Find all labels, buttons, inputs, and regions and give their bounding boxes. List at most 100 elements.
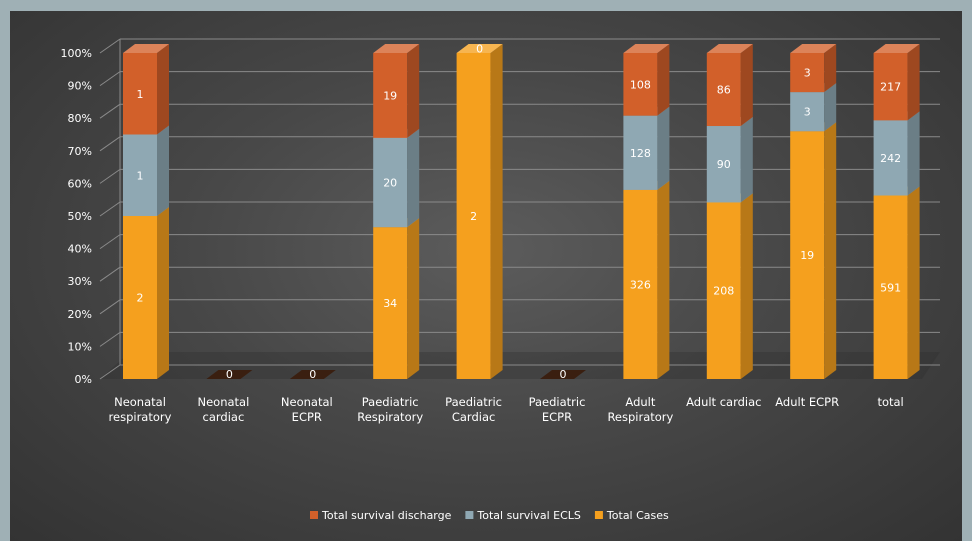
x-tick-label: Adult Respiratory	[607, 395, 673, 424]
legend-swatch	[465, 511, 474, 519]
gridline-diagonal	[99, 201, 121, 217]
bar-side	[157, 207, 169, 379]
bar-side	[157, 125, 169, 216]
gridline-diagonal	[99, 364, 121, 380]
data-label: 0	[226, 368, 233, 381]
data-label: 208	[713, 285, 734, 298]
gridline-diagonal	[99, 331, 121, 347]
bar-side	[407, 218, 420, 379]
x-tick-label: Adult cardiac	[686, 395, 761, 409]
bar-segment	[623, 189, 658, 379]
bar-segment	[123, 53, 157, 135]
x-tick-label: Neonatal respiratory	[109, 395, 172, 424]
legend-swatch	[310, 511, 318, 519]
data-label: 3	[804, 106, 811, 119]
bar-side	[657, 44, 670, 116]
bar-segment	[456, 53, 491, 379]
data-label: 90	[717, 158, 731, 171]
gridline-diagonal	[99, 103, 121, 119]
data-label: 128	[630, 147, 651, 160]
gridline-diagonal	[99, 38, 121, 54]
y-tick-label: 20%	[68, 308, 92, 321]
bar-side	[740, 117, 753, 203]
data-label: 1	[137, 169, 144, 182]
data-label: 0	[309, 368, 316, 381]
y-tick-label: 60%	[68, 177, 92, 190]
x-tick-label: Paediatric Cardiac	[445, 395, 502, 424]
bar-side	[907, 44, 920, 121]
bar-segment	[873, 120, 908, 196]
data-label: 3	[804, 67, 811, 80]
y-tick-label: 10%	[68, 340, 92, 353]
bar-empty	[540, 370, 586, 379]
legend: Total survival discharge Total survival E…	[310, 509, 669, 522]
bar-side	[490, 44, 503, 379]
bar-segment	[373, 227, 408, 379]
bar-segment	[706, 126, 741, 203]
bar-segment	[873, 53, 908, 121]
y-tick-label: 0%	[75, 373, 92, 386]
data-label: 591	[880, 281, 901, 294]
data-label: 108	[630, 78, 651, 91]
data-label: 2	[137, 292, 144, 305]
bar-segment	[373, 137, 408, 228]
data-label: 19	[800, 249, 814, 262]
bar-segment	[623, 115, 658, 190]
x-tick-label: Neonatal cardiac	[197, 395, 249, 424]
gridline-diagonal	[99, 71, 121, 87]
y-axis: 0% 10% 20% 30% 40% 50% 60% 70% 80% 90% 100%	[61, 39, 121, 386]
x-tick-label: Neonatal ECPR	[281, 395, 333, 424]
bar-top	[873, 44, 920, 53]
x-axis: Neonatal respiratory Neonatal cardiac Neonat…	[109, 395, 904, 424]
y-tick-label: 50%	[68, 210, 92, 223]
data-label: 86	[717, 84, 731, 97]
bar-empty	[289, 370, 336, 379]
legend-swatch	[594, 511, 603, 519]
y-tick-label: 100%	[61, 47, 92, 60]
bar-segment	[706, 202, 741, 379]
data-label: 326	[630, 278, 651, 291]
y-tick-label: 80%	[68, 112, 92, 125]
data-label: 0	[560, 368, 567, 381]
bar-top	[706, 44, 753, 53]
gridline-diagonal	[99, 136, 121, 152]
bar-side	[157, 44, 169, 135]
data-label: 0	[476, 43, 483, 56]
x-tick-label: Paediatric ECPR	[529, 395, 586, 424]
gridline-diagonal	[99, 299, 121, 315]
bar-side	[824, 122, 837, 380]
data-label: 217	[880, 81, 901, 94]
data-label: 34	[383, 297, 397, 310]
bar-side	[824, 83, 837, 132]
legend-entry: Total survival discharge	[321, 509, 452, 522]
bar-segment	[373, 53, 408, 138]
bar-top	[623, 44, 670, 53]
bar-side	[907, 111, 920, 196]
legend-entry: Total Cases	[606, 509, 669, 522]
bar-side	[407, 128, 420, 228]
stacked-bar-chart: 0% 10% 20% 30% 40% 50% 60% 70% 80% 90% 100% 2 1 1 0 0 3…	[61, 38, 940, 522]
x-tick-label: Paediatric Respiratory	[357, 395, 423, 424]
data-label: 242	[880, 152, 901, 165]
chart-area: 0% 10% 20% 30% 40% 50% 60% 70% 80% 90% 100% 2 1 1 0 0 3…	[10, 11, 962, 541]
bar-side	[657, 180, 670, 379]
legend-entry: Total survival ECLS	[476, 509, 581, 522]
bar-segment	[706, 53, 741, 127]
bar-segment	[123, 134, 157, 216]
y-tick-label: 70%	[68, 145, 92, 158]
y-tick-label: 90%	[68, 80, 92, 93]
bar-empty	[206, 370, 253, 379]
data-label: 1	[137, 88, 144, 101]
bar-side	[740, 193, 753, 379]
x-tick-label: total	[877, 395, 903, 409]
bar-segment	[123, 216, 157, 379]
bar-side	[407, 44, 420, 138]
y-tick-label: 40%	[68, 243, 92, 256]
bar-side	[657, 106, 670, 190]
data-label: 20	[383, 177, 397, 190]
data-label: 19	[383, 89, 397, 102]
bar-side	[740, 44, 753, 127]
bar-segment	[790, 92, 825, 132]
bars	[123, 44, 920, 380]
